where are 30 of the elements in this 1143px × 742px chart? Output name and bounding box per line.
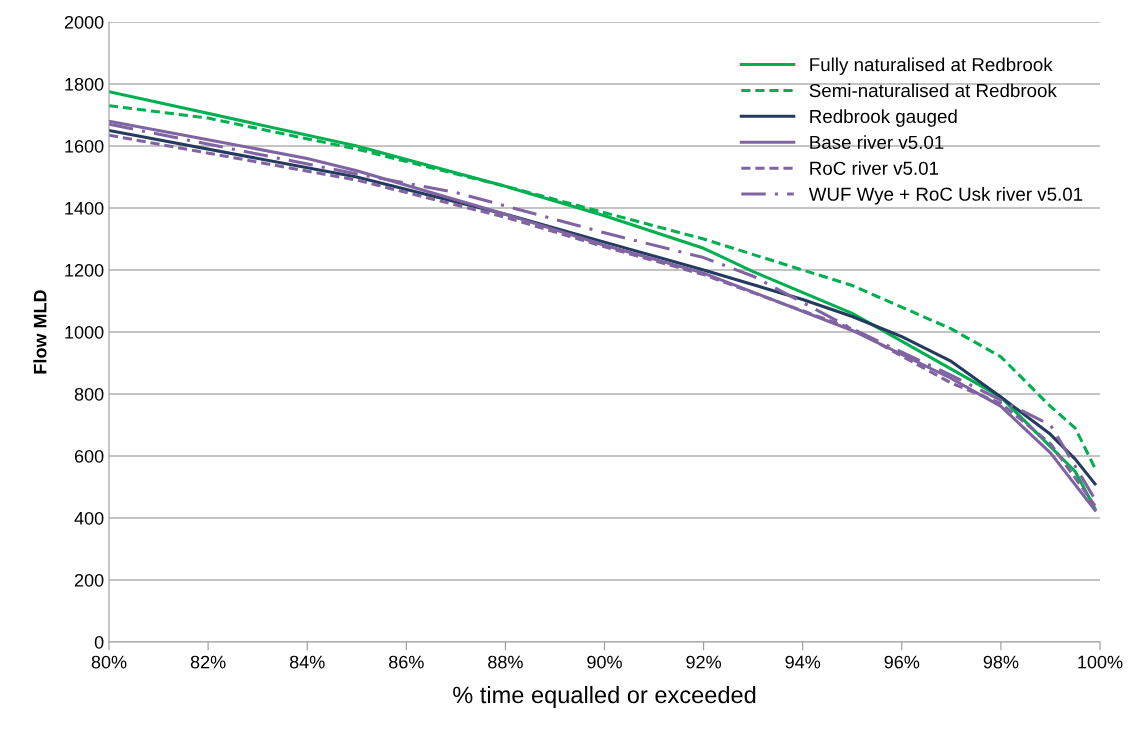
x-tick-label: 82% [190,655,226,669]
x-tick-label: 100% [1078,655,1123,669]
y-tick-label: 200 [74,573,104,587]
x-tick-label: 94% [785,655,821,669]
y-tick-label: 800 [74,387,104,401]
y-tick-label: 1600 [65,139,104,153]
x-tick-label: 86% [389,655,424,669]
legend-label: Fully naturalised at Redbrook [810,57,1053,75]
y-tick-label: 400 [74,511,104,525]
y-tick-label: 1400 [65,201,104,215]
x-axis-title: % time equalled or exceeded [453,685,756,708]
legend-label: Base river v5.01 [810,135,944,149]
y-tick-label: 1800 [65,77,104,91]
x-tick-label: 98% [983,655,1019,669]
x-tick-label: 92% [686,655,722,669]
x-tick-label: 84% [289,655,325,669]
y-tick-label: 1000 [65,325,104,339]
x-tick-label: 80% [91,655,127,669]
x-tick-label: 90% [587,655,622,669]
y-axis-title: Flow MLD [33,290,47,374]
y-tick-label: 600 [74,449,104,463]
y-tick-label: 2000 [64,15,104,29]
legend-label: Semi-naturalised at Redbrook [809,83,1057,98]
legend-label: RoC river v5.01 [810,161,939,175]
legend-label: WUF Wye + RoC Usk river v5.01 [808,187,1083,205]
x-tick-label: 88% [488,655,523,669]
legend-label: Redbrook gauged [810,109,957,127]
y-tick-label: 0 [94,635,104,649]
x-tick-label: 96% [884,655,920,669]
y-tick-label: 1200 [65,263,104,277]
